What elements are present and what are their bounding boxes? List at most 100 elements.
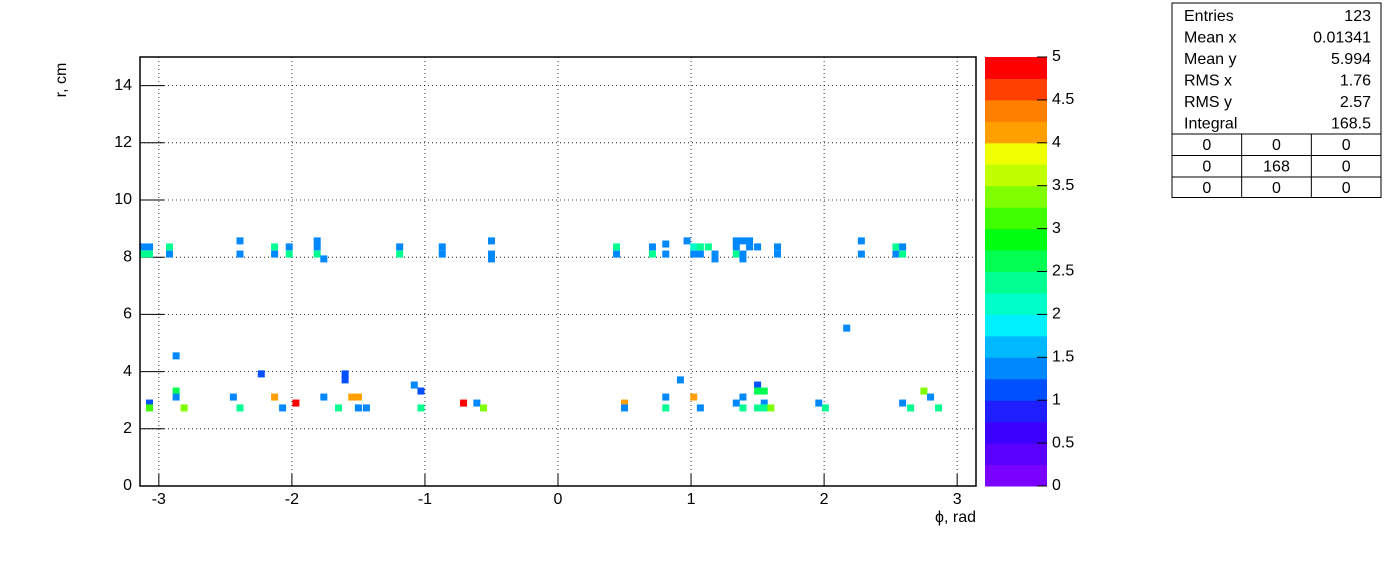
cell — [334, 404, 342, 412]
z-tick-label: 2 — [1052, 306, 1061, 323]
color-band — [985, 421, 1047, 444]
stats-label: RMS y — [1184, 94, 1232, 111]
z-tick-label: 3.5 — [1052, 177, 1074, 194]
cell — [460, 399, 468, 407]
stats-label: Entries — [1184, 8, 1234, 25]
cell — [320, 393, 328, 401]
cell — [920, 387, 928, 395]
cell — [613, 250, 621, 258]
cell — [341, 376, 349, 384]
stats-cell: 0 — [1202, 159, 1211, 176]
cell — [739, 250, 747, 258]
x-tick-label: 3 — [953, 491, 962, 508]
cell — [907, 404, 915, 412]
cell — [313, 250, 321, 258]
stats-value: 1.76 — [1340, 73, 1371, 90]
cell — [396, 243, 404, 251]
color-band — [985, 207, 1047, 230]
cell — [754, 243, 762, 251]
cell — [696, 250, 704, 258]
cell — [417, 404, 425, 412]
cell — [815, 399, 823, 407]
cell — [843, 324, 851, 332]
x-tick-label: -1 — [418, 491, 432, 508]
cell — [271, 393, 279, 401]
stats-value: 168.5 — [1331, 116, 1371, 133]
cell — [348, 393, 356, 401]
cell — [341, 370, 349, 378]
cell — [690, 243, 698, 251]
y-tick-label: 2 — [123, 420, 132, 437]
cell — [739, 237, 747, 245]
cell — [313, 237, 321, 245]
stats-label: Integral — [1184, 116, 1237, 133]
z-tick-label: 0.5 — [1052, 434, 1074, 451]
color-band — [985, 142, 1047, 165]
color-band — [985, 357, 1047, 380]
color-band — [985, 400, 1047, 423]
cell — [899, 243, 907, 251]
y-tick-label: 12 — [114, 134, 132, 151]
cell — [180, 404, 188, 412]
stats-value: 5.994 — [1331, 51, 1371, 68]
cell — [438, 243, 446, 251]
y-tick-label: 6 — [123, 306, 132, 323]
cell — [662, 240, 670, 248]
x-tick-label: -3 — [152, 491, 166, 508]
color-band — [985, 228, 1047, 251]
cell — [285, 243, 293, 251]
cell — [229, 393, 237, 401]
color-band — [985, 314, 1047, 337]
cell — [857, 237, 865, 245]
cell — [479, 404, 487, 412]
stats-cell: 0 — [1202, 180, 1211, 197]
cell — [696, 404, 704, 412]
cell — [165, 250, 173, 258]
cell — [146, 399, 154, 407]
stats-label: Mean x — [1184, 30, 1236, 47]
stats-label: Mean y — [1184, 51, 1236, 68]
stats-value: 2.57 — [1340, 94, 1371, 111]
color-band — [985, 164, 1047, 187]
stats-cell: 168 — [1263, 159, 1290, 176]
z-tick-label: 3 — [1052, 220, 1061, 237]
cell — [354, 404, 362, 412]
cell — [662, 404, 670, 412]
cell — [354, 393, 362, 401]
stats-cell: 0 — [1202, 137, 1211, 154]
stats-box: Entries 123 Mean x 0.01341 Mean y 5.994 RMS x 1… — [1171, 2, 1382, 198]
cell — [746, 237, 754, 245]
cell — [320, 255, 328, 263]
color-band — [985, 99, 1047, 122]
cell — [746, 243, 754, 251]
cell — [271, 243, 279, 251]
cell — [732, 237, 740, 245]
cell — [621, 404, 629, 412]
cell — [165, 243, 173, 251]
cell — [139, 243, 147, 251]
z-tick-label: 4.5 — [1052, 91, 1074, 108]
x-tick-label: -2 — [285, 491, 299, 508]
stats-value: 123 — [1344, 8, 1371, 25]
cell — [285, 250, 293, 258]
cell — [487, 237, 495, 245]
cell — [732, 250, 740, 258]
cell — [257, 370, 265, 378]
z-tick-label: 4 — [1052, 134, 1061, 151]
x-tick-label: 1 — [687, 491, 696, 508]
cell — [613, 243, 621, 251]
cell — [146, 404, 154, 412]
cell — [857, 250, 865, 258]
cell — [313, 243, 321, 251]
x-axis-label: ϕ, rad — [935, 509, 976, 526]
cell — [662, 250, 670, 258]
cell — [271, 250, 279, 258]
cell — [292, 399, 300, 407]
cell — [662, 393, 670, 401]
y-tick-label: 4 — [123, 363, 132, 380]
color-band — [985, 443, 1047, 466]
cell — [690, 250, 698, 258]
color-band — [985, 271, 1047, 294]
cell — [760, 404, 768, 412]
